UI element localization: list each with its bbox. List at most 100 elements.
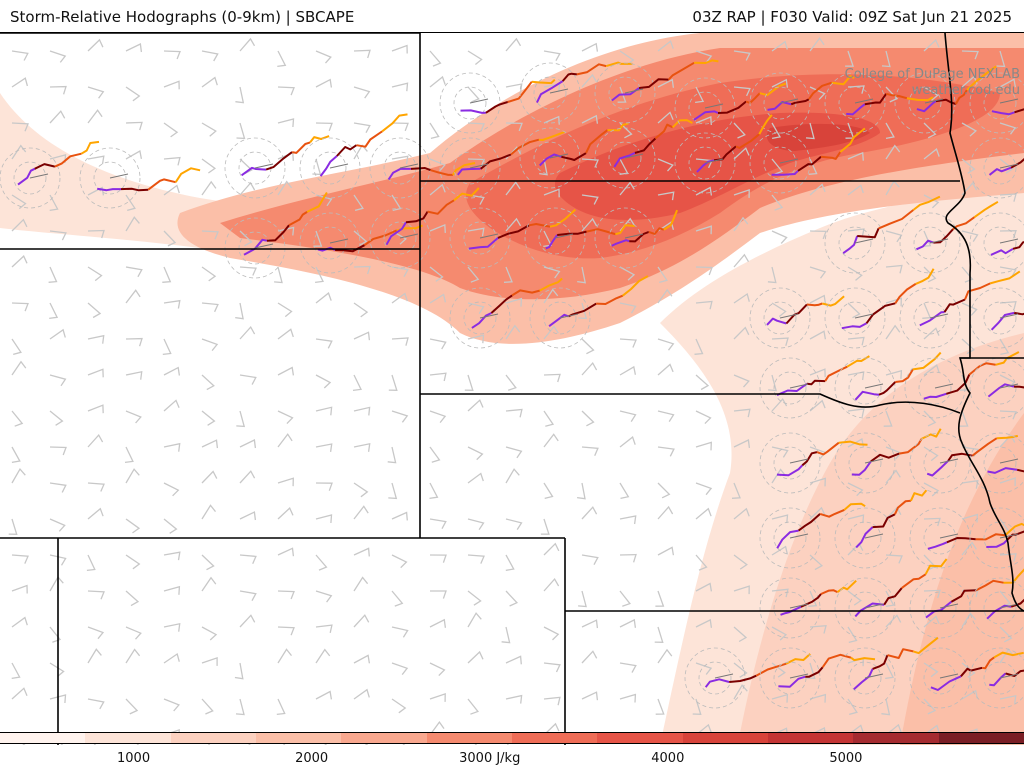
- wind-barb: [163, 80, 180, 90]
- wind-barb: [695, 618, 713, 628]
- wind-barb: [733, 374, 750, 388]
- hodograph-trace: [767, 101, 792, 111]
- hodograph-trace: [822, 295, 845, 307]
- weather-map[interactable]: College of DuPage NEXLAB weather.cod.edu: [0, 32, 1024, 745]
- hodograph-trace: [758, 114, 773, 135]
- wind-barb: [771, 78, 789, 88]
- wind-barb: [277, 648, 293, 664]
- wind-barb: [49, 50, 67, 63]
- state-borders: [0, 33, 1024, 745]
- wind-barb: [429, 372, 447, 382]
- wind-barb: [277, 626, 295, 636]
- hodograph-trace: [363, 229, 398, 247]
- hodograph-ring: [848, 371, 882, 405]
- hodograph-trace: [356, 130, 383, 148]
- wind-barb: [885, 369, 903, 379]
- wind-barb: [733, 439, 751, 448]
- wind-barb: [429, 720, 445, 736]
- wind-barb: [771, 40, 788, 52]
- hodograph-trace: [878, 381, 897, 396]
- wind-barb: [201, 656, 218, 666]
- hodograph-ring: [913, 226, 947, 260]
- wind-barb: [505, 83, 523, 92]
- wind-barb: [201, 266, 217, 282]
- wind-barb: [581, 73, 598, 88]
- storm-motion-vector: [479, 313, 499, 319]
- hodograph-trace: [241, 166, 267, 177]
- hodograph-trace: [634, 137, 657, 154]
- wind-barb: [808, 590, 818, 607]
- wind-barb: [163, 399, 180, 412]
- hodograph-trace: [797, 155, 822, 172]
- wind-barb: [429, 446, 441, 463]
- wind-barb: [539, 158, 548, 176]
- wind-barb: [315, 624, 333, 634]
- wind-barb: [125, 121, 143, 131]
- hodograph-ring: [983, 226, 1017, 260]
- wind-barb: [467, 194, 485, 205]
- colorbar-tick-label: 1000: [117, 751, 151, 766]
- wind-barb: [847, 408, 865, 418]
- hodograph-trace: [895, 368, 914, 383]
- hodograph-trace: [381, 113, 408, 133]
- hodograph-ring: [0, 147, 61, 209]
- hodograph-trace: [622, 275, 649, 297]
- hodograph-trace: [854, 390, 880, 401]
- hodograph-trace: [864, 93, 888, 106]
- wind-barb: [429, 50, 442, 67]
- wind-barb: [733, 188, 750, 198]
- wind-barb: [617, 86, 627, 103]
- hodograph-trace: [912, 636, 939, 655]
- wind-barb: [125, 216, 140, 232]
- wind-barb: [885, 86, 899, 103]
- storm-motion-vector: [789, 673, 809, 679]
- wind-barb: [999, 266, 1017, 278]
- wind-barb: [239, 230, 253, 247]
- hodograph-trace: [990, 311, 1015, 331]
- wind-barb: [733, 626, 748, 643]
- wind-barb: [467, 86, 480, 103]
- hodograph-trace: [457, 167, 481, 176]
- hodograph-trace: [988, 166, 1012, 176]
- wind-barb: [391, 698, 407, 714]
- hodograph-ring: [688, 146, 722, 180]
- hodograph-trace: [850, 656, 876, 662]
- wind-barb: [543, 696, 561, 706]
- wind-barb: [543, 542, 560, 556]
- wind-barb: [239, 266, 257, 276]
- wind-barb: [733, 554, 748, 570]
- hodograph-trace: [923, 392, 947, 400]
- hodograph-trace: [878, 209, 914, 230]
- colorbar-segment: [341, 733, 428, 743]
- wind-barb: [201, 374, 215, 391]
- hodograph-trace: [97, 187, 121, 192]
- wind-barb: [429, 223, 446, 233]
- colorbar-tick-label: 3000 J/kg: [459, 751, 521, 766]
- wind-barb: [353, 505, 369, 520]
- wind-barb: [505, 374, 517, 391]
- wind-barb: [847, 151, 864, 161]
- wind-barb: [619, 410, 637, 422]
- wind-barb: [163, 299, 181, 309]
- wind-barb: [881, 698, 891, 716]
- wind-barb: [429, 692, 446, 702]
- wind-barb: [809, 399, 826, 412]
- wind-barb: [577, 266, 587, 284]
- credit-url[interactable]: weather.cod.edu: [911, 83, 1020, 98]
- wind-barb: [201, 76, 218, 88]
- wind-barb: [201, 470, 218, 484]
- wind-barb: [391, 662, 409, 675]
- wind-barb: [315, 374, 332, 389]
- wind-barb: [923, 122, 937, 139]
- hodograph-trace: [531, 78, 556, 85]
- wind-barb: [353, 86, 371, 99]
- hodograph-trace: [930, 675, 962, 691]
- hodograph-trace: [557, 230, 587, 236]
- wind-barb: [885, 469, 901, 484]
- wind-barb: [505, 518, 523, 530]
- hodograph-trace: [694, 59, 719, 64]
- wind-barb: [353, 406, 371, 416]
- wind-barb: [654, 626, 664, 643]
- wind-barb: [809, 624, 827, 634]
- hodograph-trace: [996, 434, 1019, 440]
